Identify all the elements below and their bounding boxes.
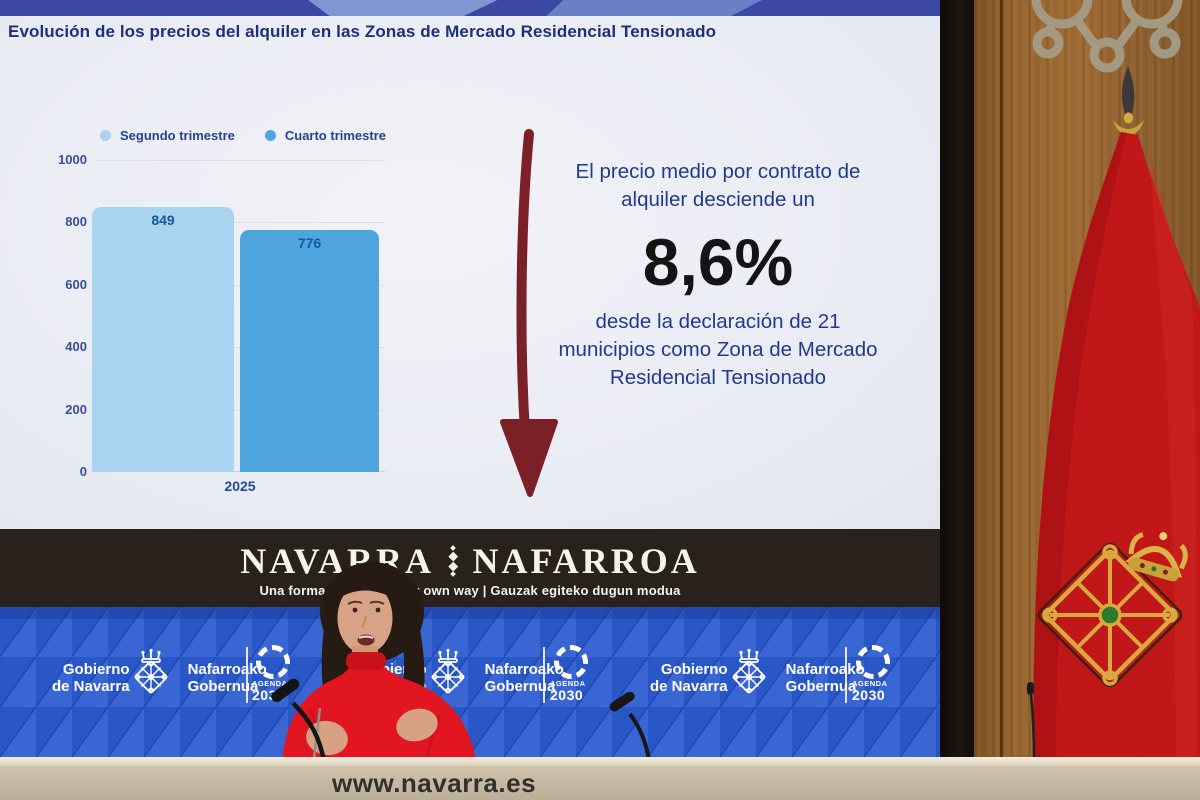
flag-finial-ornament [1113, 120, 1144, 136]
speaker-hands [306, 707, 438, 766]
podium-edge [0, 757, 1200, 766]
banner-title: NAVARRA NAFARROA [0, 540, 940, 582]
legend-dot-icon [264, 130, 276, 141]
navarra-coat-of-arms [1037, 532, 1188, 688]
legend-label: Segundo trimestre [120, 128, 235, 143]
y-tick: 600 [65, 277, 87, 292]
speaker-face-features [347, 600, 385, 646]
legend-item: Segundo trimestre [100, 128, 235, 143]
vertical-separator [246, 647, 248, 703]
legend-item: Cuarto trimestre [264, 128, 386, 143]
top-bar-decor-shape [300, 0, 510, 16]
logo-text-eu: Nafarroako Gobernua [785, 661, 865, 695]
band-triangle-pattern [0, 607, 940, 757]
bar-value-label: 849 [151, 212, 175, 228]
y-tick: 1000 [58, 152, 87, 167]
slide-top-bar [0, 0, 940, 16]
x-axis-category-label: 2025 [224, 478, 256, 494]
callout-intro: El precio medio por contrato de alquiler… [575, 160, 861, 211]
callout: El precio medio por contrato de alquiler… [556, 158, 880, 392]
agenda-2030-icon: AGENDA 2030 [852, 645, 900, 705]
podium: www.navarra.es [0, 766, 1200, 800]
slide: Evolución de los precios del alquiler en… [0, 16, 940, 529]
podium-url: www.navarra.es [332, 768, 537, 798]
legend-label: Cuarto trimestre [284, 128, 386, 143]
bar-value-label: 776 [297, 235, 322, 251]
vertical-separator [845, 647, 847, 703]
crown-icon [1125, 532, 1188, 582]
navarra-flag [1033, 66, 1200, 765]
down-arrow-icon [500, 129, 558, 497]
speaker [282, 562, 478, 770]
y-tick: 0 [79, 464, 87, 479]
agenda-2030-icon: AGENDA 2030 [550, 645, 598, 705]
bar-segundo-trimestre: 849 [92, 207, 234, 472]
y-tick: 400 [65, 339, 87, 354]
chart-legend: Segundo trimestre Cuarto trimestre [100, 128, 386, 143]
flag-fold-shadow [1033, 132, 1127, 765]
wood-panel-seam [1000, 0, 1003, 757]
y-tick: 800 [65, 214, 87, 229]
gridline [95, 160, 385, 161]
slide-title: Evolución de los precios del alquiler en… [8, 22, 717, 41]
banner-nafarroa: NAFARROA [472, 541, 700, 581]
wall-shadow-strip [940, 0, 974, 757]
vertical-separator [543, 647, 545, 703]
navarra-chains-emblem [1031, 0, 1183, 73]
navarra-banner: NAVARRA NAFARROA Una forma de hacer | Ou… [0, 529, 940, 607]
projection-screen: Evolución de los precios del alquiler en… [0, 0, 940, 757]
legend-dot-icon [100, 130, 111, 141]
government-band: Gobierno de Navarra Nafarroako Gobernua AG… [0, 607, 940, 757]
gridline [95, 222, 385, 223]
y-tick: 200 [65, 402, 87, 417]
microphone[interactable] [1022, 680, 1042, 760]
callout-detail: desde la declaración de 21 municipios co… [558, 310, 878, 389]
microphone[interactable] [265, 675, 345, 770]
top-bar-decor-shape [540, 0, 770, 16]
flag-finial-blade [1121, 66, 1135, 114]
bar-chart: 1000 800 600 400 200 0 849 776 [58, 152, 385, 479]
bar-cuarto-trimestre: 776 [240, 230, 379, 472]
callout-percentage: 8,6% [642, 225, 794, 299]
